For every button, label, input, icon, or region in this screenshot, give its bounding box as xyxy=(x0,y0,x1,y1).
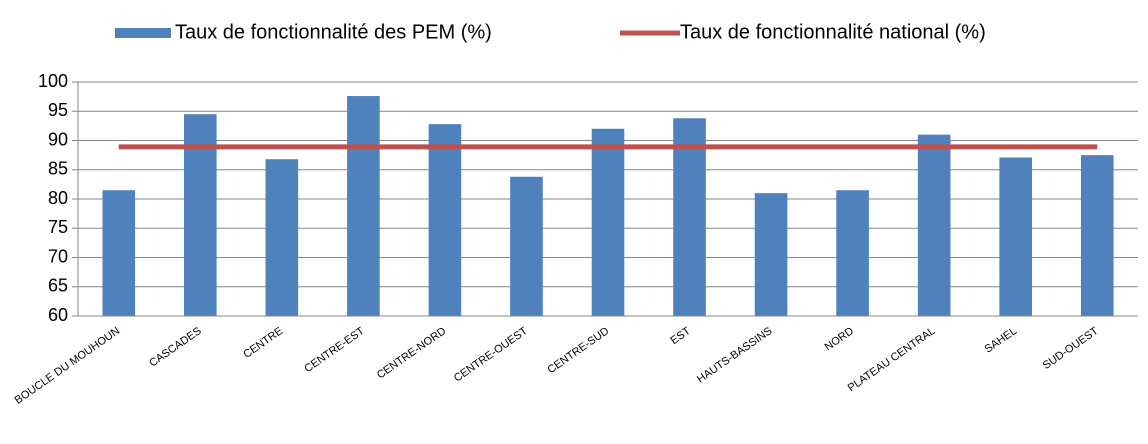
legend-label: Taux de fonctionnalité des PEM (%) xyxy=(175,21,492,43)
x-tick-label: CENTRE-EST xyxy=(302,325,367,375)
y-tick-label: 65 xyxy=(48,276,68,296)
x-tick-label: PLATEAU CENTRAL xyxy=(846,325,938,394)
x-tick-label: CENTRE xyxy=(241,325,285,361)
y-tick-label: 75 xyxy=(48,217,68,237)
bar xyxy=(1080,155,1114,316)
bar xyxy=(347,96,380,316)
y-tick-label: 100 xyxy=(38,71,68,91)
x-tick-label: CASCADES xyxy=(147,325,203,370)
bar xyxy=(102,190,136,316)
bar xyxy=(428,124,462,317)
y-tick-label: 85 xyxy=(48,159,68,179)
bar xyxy=(510,176,543,316)
x-tick-label: HAUTS-BASSINS xyxy=(695,325,774,386)
x-tick-label: BOUCLE DU MOUHOUN xyxy=(13,325,123,407)
bar xyxy=(673,118,706,317)
y-tick-label: 95 xyxy=(48,100,68,120)
legend-swatch xyxy=(115,28,171,38)
bar xyxy=(754,193,788,316)
legend-label: Taux de fonctionnalité national (%) xyxy=(680,21,986,43)
bar xyxy=(591,128,625,316)
x-tick-label: CENTRE-SUD xyxy=(545,325,611,376)
x-tick-label: SUD-OUEST xyxy=(1041,325,1101,372)
bar xyxy=(999,157,1032,316)
bar xyxy=(265,159,299,316)
y-tick-label: 70 xyxy=(48,246,68,266)
x-tick-label: EST xyxy=(669,325,694,347)
x-tick-label: CENTRE-NORD xyxy=(375,325,449,381)
x-tick-label: NORD xyxy=(823,325,856,353)
y-tick-label: 60 xyxy=(48,305,68,325)
y-tick-label: 80 xyxy=(48,188,68,208)
x-tick-label: SAHEL xyxy=(983,325,1019,356)
y-tick-label: 90 xyxy=(48,129,68,149)
x-tick-label: CENTRE-OUEST xyxy=(452,325,530,385)
bar xyxy=(917,134,951,316)
bar xyxy=(836,190,869,316)
